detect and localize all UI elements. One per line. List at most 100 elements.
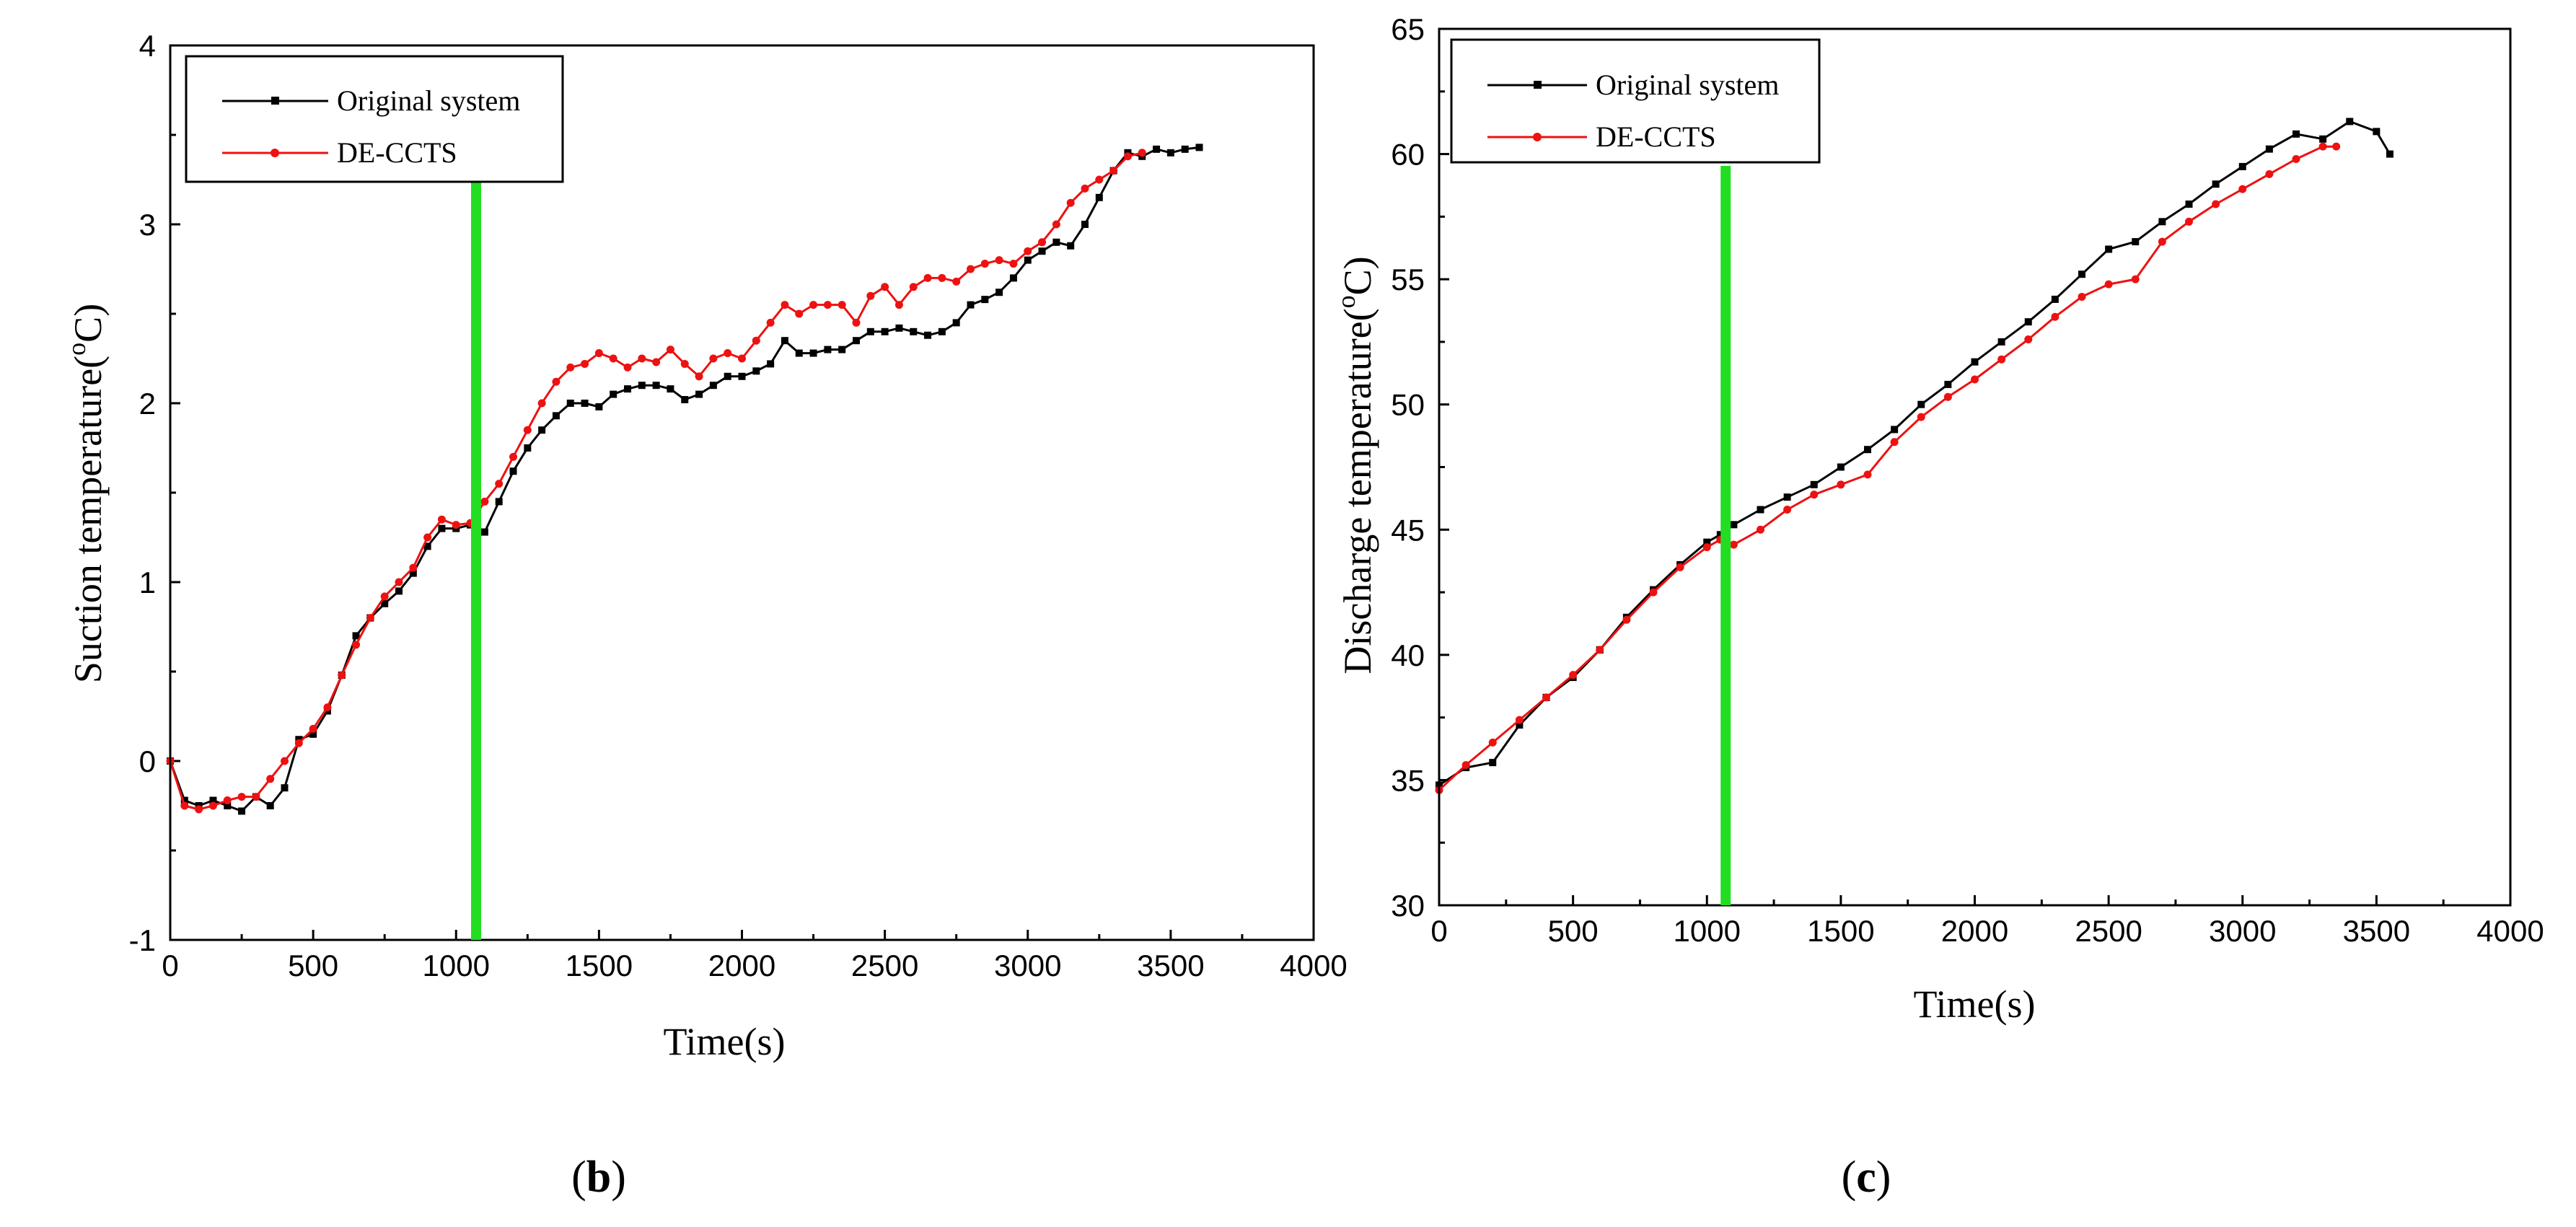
- chart-c-point-deccts: [2131, 275, 2140, 283]
- chart-b-point-original: [866, 327, 874, 335]
- chart-c-point-deccts: [1997, 355, 2006, 364]
- chart-b-point-original: [681, 396, 689, 404]
- chart-b-point-deccts: [437, 515, 446, 524]
- chart-c-point-original: [1783, 493, 1791, 501]
- chart-b-y-tick-label: 4: [139, 29, 156, 63]
- chart-b-point-original: [1067, 242, 1075, 250]
- chart-b-y-axis-label: Suction temperature(oC): [62, 304, 110, 683]
- chart-b-point-deccts: [537, 399, 546, 408]
- chart-b-point-original: [938, 327, 946, 335]
- chart-c-point-original: [2051, 295, 2059, 303]
- chart-b-point-deccts: [952, 277, 961, 286]
- chart-b-point-original: [566, 400, 574, 407]
- chart-c-point-original: [1810, 480, 1818, 488]
- chart-c-y-tick-label: 35: [1391, 763, 1425, 797]
- chart-c-point-original: [1997, 338, 2005, 346]
- chart-b-y-tick-label: -1: [129, 923, 156, 957]
- chart-b-point-original: [652, 382, 660, 390]
- chart-b-point-original: [1095, 193, 1103, 201]
- chart-b-x-tick-label: 0: [162, 949, 178, 982]
- chart-c-point-original: [2132, 238, 2140, 246]
- chart-b-x-tick-label: 2000: [708, 949, 775, 982]
- chart-b-point-original: [781, 337, 788, 345]
- chart-b-point-deccts: [223, 796, 232, 805]
- chart-c-point-original: [1703, 538, 1711, 546]
- chart-b-point-deccts: [237, 793, 246, 801]
- chart-b-point-original: [881, 327, 889, 335]
- chart-b-point-deccts: [695, 372, 703, 381]
- chart-b-point-deccts: [581, 359, 589, 368]
- chart-b-point-original: [309, 730, 317, 738]
- chart-c-point-deccts: [1783, 506, 1792, 514]
- chart-c-point-deccts: [2332, 142, 2341, 151]
- chart-b-point-original: [395, 587, 403, 595]
- chart-b-x-tick-label: 1000: [423, 949, 490, 982]
- chart-b-point-deccts: [838, 301, 846, 309]
- chart-c-point-deccts: [1649, 588, 1658, 597]
- chart-b-point-original: [480, 528, 488, 536]
- chart-c-ticks: 0 500 1000 1500 2000 2500 3000 3500 4000 30 35 40 45…: [1391, 12, 2544, 948]
- chart-b-legend-label-deccts: DE-CCTS: [337, 136, 457, 169]
- chart-b-point-original: [1181, 145, 1189, 153]
- chart-c-point-original: [2158, 218, 2166, 226]
- chart-c-point-deccts: [2104, 280, 2113, 289]
- chart-b-point-deccts: [1109, 167, 1118, 175]
- chart-c-series-original-line: [1438, 120, 2391, 786]
- chart-c-point-original: [2078, 271, 2085, 278]
- chart-b-point-original: [695, 390, 703, 398]
- chart-c-point-original: [1837, 463, 1845, 471]
- chart-b-y-tick-label: 0: [139, 744, 156, 778]
- chart-b-point-original: [1038, 247, 1046, 255]
- chart-c: 0 500 1000 1500 2000 2500 3000 3500 4000 30 35 40 45…: [1332, 12, 2544, 1026]
- chart-c-y-tick-label: 30: [1391, 889, 1425, 923]
- chart-b-point-original: [352, 632, 360, 640]
- chart-b-point-original: [952, 319, 960, 327]
- chart-c-point-deccts: [1488, 738, 1497, 747]
- chart-c-point-deccts: [1971, 375, 1979, 384]
- chart-c-x-tick-label: 0: [1430, 914, 1447, 948]
- chart-c-point-deccts: [1943, 392, 1952, 401]
- chart-c-point-original: [2212, 180, 2220, 188]
- chart-b-point-deccts: [980, 260, 989, 268]
- chart-b-point-original: [838, 346, 846, 353]
- chart-c-point-original: [2319, 135, 2327, 143]
- chart-c-x-tick-label: 4000: [2476, 914, 2544, 948]
- chart-b-point-deccts: [1123, 152, 1132, 161]
- chart-c-legend: Original system DE-CCTS: [1450, 38, 1821, 164]
- chart-c-point-deccts: [2158, 237, 2166, 246]
- chart-b-point-original: [438, 524, 446, 532]
- chart-b-point-original: [180, 796, 188, 804]
- chart-b-point-deccts: [923, 273, 932, 282]
- chart-b-point-deccts: [495, 480, 504, 488]
- chart-b-point-original: [667, 385, 674, 393]
- chart-b-point-deccts: [566, 363, 575, 371]
- chart-c-point-deccts: [1515, 716, 1524, 724]
- chart-c-point-original: [2346, 118, 2354, 126]
- chart-b-point-deccts: [309, 724, 317, 733]
- chart-c-point-original: [2373, 128, 2381, 136]
- chart-b-y-tick-label: 3: [139, 208, 156, 242]
- chart-b-point-deccts: [795, 309, 804, 318]
- chart-c-series-deccts-line: [1438, 145, 2337, 791]
- chart-b-point-deccts: [1095, 175, 1104, 184]
- chart-b-x-tick-label: 3000: [994, 949, 1061, 982]
- chart-c-point-deccts: [2292, 155, 2300, 164]
- chart-b-y-tick-label: 2: [139, 387, 156, 421]
- chart-b-point-original: [581, 400, 589, 407]
- chart-c-y-tick-label: 45: [1391, 513, 1425, 547]
- chart-b-point-deccts: [1052, 220, 1060, 229]
- chart-b-point-original: [409, 569, 417, 577]
- chart-c-point-original: [1716, 531, 1724, 539]
- chart-c-point-original: [2238, 162, 2246, 170]
- chart-c-point-original: [1891, 426, 1899, 434]
- chart-c-point-deccts: [1729, 540, 1738, 549]
- chart-b-point-original: [1024, 256, 1032, 264]
- chart-c-x-tick-label: 1500: [1807, 914, 1874, 948]
- chart-b-x-tick-label: 2500: [851, 949, 918, 982]
- chart-b-point-original: [809, 349, 817, 357]
- chart-c-point-original: [2386, 150, 2393, 158]
- chart-c-point-deccts: [2078, 292, 2086, 301]
- chart-c-x-tick-label: 500: [1548, 914, 1599, 948]
- chart-b-point-deccts: [366, 614, 374, 623]
- chart-b-point-deccts: [338, 671, 346, 680]
